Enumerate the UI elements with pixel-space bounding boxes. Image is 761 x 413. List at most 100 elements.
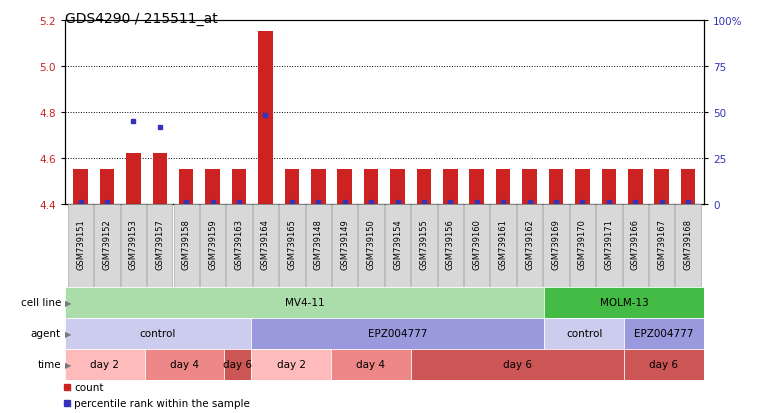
Bar (575, 170, 590, 204)
Bar (337, 170, 352, 204)
Text: EPZ004777: EPZ004777 (634, 328, 694, 339)
Bar (544, 318, 624, 349)
Bar (438, 204, 463, 287)
Bar (628, 170, 642, 204)
Bar (390, 170, 405, 204)
Bar (496, 170, 511, 204)
Text: day 4: day 4 (356, 359, 386, 370)
Text: GSM739152: GSM739152 (103, 219, 111, 269)
Bar (311, 170, 326, 204)
Bar (232, 170, 247, 204)
Bar (570, 204, 595, 287)
Text: GSM739158: GSM739158 (182, 219, 191, 269)
Bar (306, 204, 331, 287)
Text: ▶: ▶ (65, 329, 72, 338)
Text: GSM739171: GSM739171 (604, 219, 613, 269)
Text: GSM739169: GSM739169 (552, 219, 561, 269)
Bar (73, 170, 88, 204)
Text: day 2: day 2 (90, 359, 119, 370)
Bar (253, 204, 278, 287)
Text: GSM739163: GSM739163 (234, 218, 244, 270)
Bar (549, 170, 563, 204)
Bar (65, 287, 544, 318)
Bar (491, 204, 516, 287)
Text: day 2: day 2 (276, 359, 306, 370)
Bar (174, 204, 199, 287)
Text: GSM739166: GSM739166 (631, 218, 640, 270)
Bar (331, 349, 411, 380)
Bar (417, 170, 431, 204)
Bar (65, 318, 251, 349)
Text: ▶: ▶ (65, 360, 72, 369)
Text: day 6: day 6 (223, 359, 253, 370)
Bar (596, 204, 622, 287)
Text: GSM739165: GSM739165 (288, 219, 296, 269)
Text: GSM739157: GSM739157 (155, 219, 164, 269)
Text: GSM739153: GSM739153 (129, 219, 138, 269)
Bar (411, 204, 437, 287)
Bar (205, 170, 220, 204)
Text: GSM739167: GSM739167 (658, 218, 666, 270)
Text: ▶: ▶ (65, 298, 72, 307)
Text: GSM739155: GSM739155 (419, 219, 428, 269)
Bar (121, 204, 146, 287)
Text: day 6: day 6 (649, 359, 679, 370)
Text: agent: agent (30, 328, 61, 339)
Text: GSM739150: GSM739150 (367, 219, 376, 269)
Bar (522, 170, 537, 204)
Bar (411, 349, 624, 380)
Bar (470, 170, 484, 204)
Bar (179, 170, 193, 204)
Bar (152, 154, 167, 204)
Text: GSM739162: GSM739162 (525, 219, 534, 269)
Bar (358, 204, 384, 287)
Text: cell line: cell line (21, 297, 61, 308)
Text: EPZ004777: EPZ004777 (368, 328, 428, 339)
Bar (251, 349, 331, 380)
Bar (601, 170, 616, 204)
Bar (251, 318, 544, 349)
Text: time: time (37, 359, 61, 370)
Text: GSM739168: GSM739168 (683, 218, 693, 270)
Bar (464, 204, 489, 287)
Text: GDS4290 / 215511_at: GDS4290 / 215511_at (65, 12, 218, 26)
Text: GSM739160: GSM739160 (473, 219, 481, 269)
Text: control: control (566, 328, 602, 339)
Text: day 6: day 6 (503, 359, 532, 370)
Text: GSM739161: GSM739161 (498, 219, 508, 269)
Text: MOLM-13: MOLM-13 (600, 297, 648, 308)
Bar (147, 204, 173, 287)
Text: GSM739159: GSM739159 (208, 219, 217, 269)
Bar (258, 32, 272, 204)
Bar (65, 349, 145, 380)
Bar (126, 154, 141, 204)
Bar (332, 204, 358, 287)
Bar (543, 204, 568, 287)
Text: GSM739164: GSM739164 (261, 219, 270, 269)
Bar (624, 318, 704, 349)
Text: MV4-11: MV4-11 (285, 297, 324, 308)
Text: day 4: day 4 (170, 359, 199, 370)
Bar (145, 349, 224, 380)
Bar (94, 204, 119, 287)
Text: count: count (74, 382, 103, 392)
Bar (517, 204, 543, 287)
Bar (622, 204, 648, 287)
Text: GSM739170: GSM739170 (578, 219, 587, 269)
Bar (681, 170, 696, 204)
Text: GSM739151: GSM739151 (76, 219, 85, 269)
Bar (654, 170, 669, 204)
Bar (224, 349, 251, 380)
Text: GSM739156: GSM739156 (446, 219, 455, 269)
Bar (100, 170, 114, 204)
Bar (544, 287, 704, 318)
Bar (385, 204, 410, 287)
Bar (676, 204, 701, 287)
Bar (68, 204, 93, 287)
Bar (279, 204, 304, 287)
Bar (200, 204, 225, 287)
Bar (364, 170, 378, 204)
Bar (443, 170, 457, 204)
Bar (226, 204, 252, 287)
Text: GSM739148: GSM739148 (314, 219, 323, 269)
